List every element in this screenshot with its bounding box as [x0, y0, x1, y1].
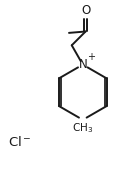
Text: Cl$^-$: Cl$^-$ [7, 135, 31, 149]
Text: N: N [78, 58, 87, 71]
Text: O: O [81, 4, 90, 17]
Text: CH$_3$: CH$_3$ [72, 121, 93, 135]
Text: +: + [87, 52, 95, 62]
